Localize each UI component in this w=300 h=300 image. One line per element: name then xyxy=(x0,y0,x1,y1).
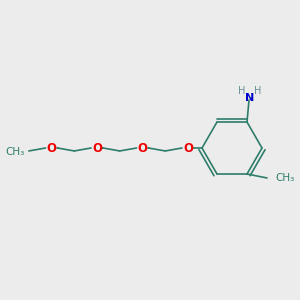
Text: O: O xyxy=(137,142,148,154)
Text: O: O xyxy=(183,142,193,154)
Text: H: H xyxy=(238,86,246,96)
Text: O: O xyxy=(46,142,56,154)
Text: H: H xyxy=(254,86,262,96)
Text: N: N xyxy=(245,93,255,103)
Text: CH₃: CH₃ xyxy=(6,147,25,157)
Text: CH₃: CH₃ xyxy=(275,173,294,183)
Text: O: O xyxy=(92,142,102,154)
